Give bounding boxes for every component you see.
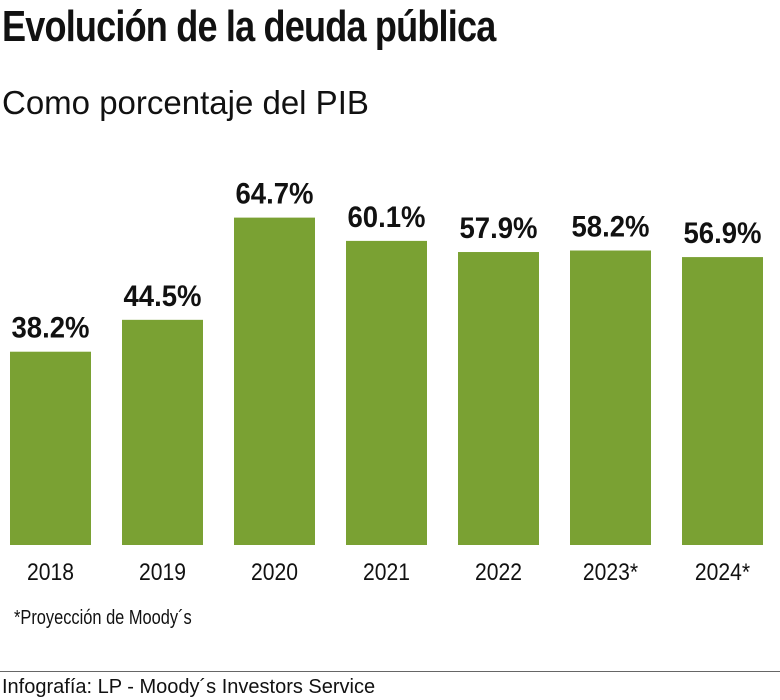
data-label: 57.9% xyxy=(460,212,538,245)
bar-2024* xyxy=(682,257,763,545)
x-tick-label: 2021 xyxy=(363,559,410,586)
source-credit: Infografía: LP - Moody´s Investors Servi… xyxy=(2,676,376,698)
bar-2019 xyxy=(122,319,203,545)
bar-2023* xyxy=(570,250,651,545)
divider xyxy=(0,671,780,672)
x-tick-label: 2018 xyxy=(27,559,74,586)
x-tick-label: 2023* xyxy=(583,559,638,586)
bar-2022 xyxy=(458,252,539,545)
bar-2018 xyxy=(10,351,91,545)
data-label: 56.9% xyxy=(684,217,762,250)
data-label: 64.7% xyxy=(236,178,314,211)
projection-note: *Proyección de Moody´s xyxy=(14,607,192,629)
x-tick-label: 2019 xyxy=(139,559,186,586)
data-label: 38.2% xyxy=(12,312,90,345)
x-tick-label: 2024* xyxy=(695,559,750,586)
data-label: 60.1% xyxy=(348,201,426,234)
chart-subtitle: Como porcentaje del PIB xyxy=(2,84,369,121)
x-tick-label: 2020 xyxy=(251,559,298,586)
data-label: 58.2% xyxy=(572,211,650,244)
bar-2021 xyxy=(346,240,427,546)
chart-title: Evolución de la deuda pública xyxy=(2,2,496,51)
bar-2020 xyxy=(234,217,315,546)
data-label: 44.5% xyxy=(124,280,202,313)
x-tick-label: 2022 xyxy=(475,559,522,586)
